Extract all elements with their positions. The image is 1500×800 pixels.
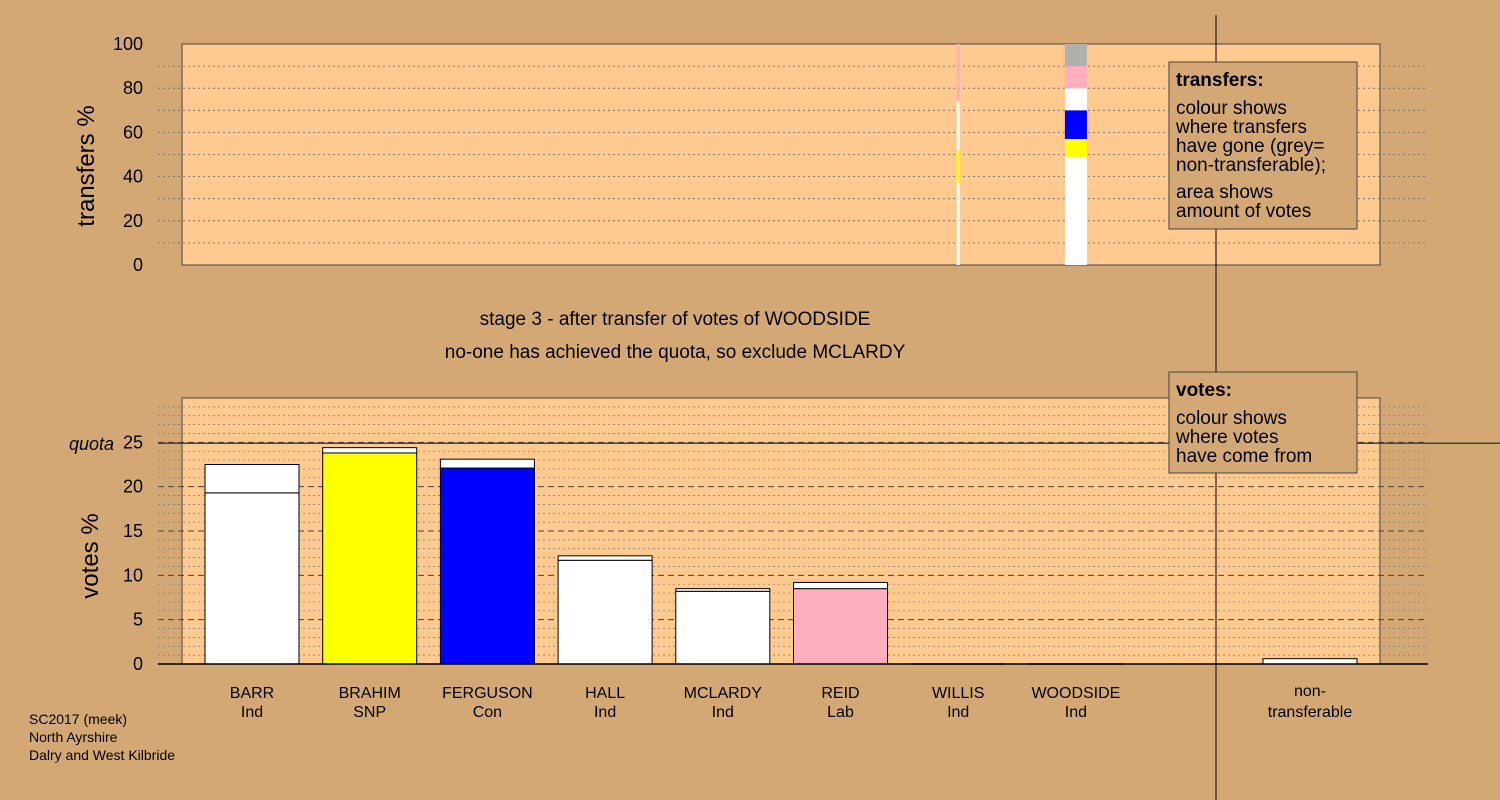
transfer-segment (1064, 44, 1087, 67)
transfers-legend-line: colour shows (1176, 98, 1287, 119)
transfer-segment (1064, 110, 1087, 140)
transfers-legend-box (1168, 61, 1358, 230)
vote-bar-transfers (557, 555, 653, 561)
candidate-party-label: Ind (241, 704, 263, 721)
candidate-party-label: Ind (947, 704, 969, 721)
transfer-segment (1064, 156, 1087, 265)
stage-title: stage 3 - after transfer of votes of WOO… (480, 309, 871, 330)
transfer-segment (956, 183, 960, 265)
candidate-name-label: REID (821, 685, 859, 702)
votes-y-tick-label: 15 (123, 521, 143, 541)
votes-y-tick-label: 10 (123, 565, 143, 585)
vote-bar-transfers (675, 588, 771, 592)
transfer-segment (1064, 66, 1087, 89)
transfers-legend-line: amount of votes (1176, 201, 1311, 222)
candidate-party-label: Con (473, 704, 502, 721)
candidate-party-label: Ind (712, 704, 734, 721)
footer-ward: Dalry and West Kilbride (29, 747, 175, 763)
votes-bars (204, 447, 1358, 665)
vote-bar-first-preference (793, 588, 888, 665)
footer-election: SC2017 (meek) (29, 711, 127, 727)
candidate-name-label: BARR (230, 685, 274, 702)
candidate-name-label: HALL (585, 685, 625, 702)
transfers-legend-line: where transfers (1175, 117, 1307, 138)
votes-y-tick-label: 25 (123, 432, 143, 452)
transfers-legend-heading: transfers: (1176, 70, 1264, 91)
votes-legend-line: have come from (1176, 446, 1312, 467)
transfers-y-tick-label: 100 (113, 34, 143, 54)
transfers-y-tick-label: 0 (133, 255, 143, 275)
vote-bar-first-preference (675, 590, 771, 665)
transfer-segment (1064, 88, 1087, 111)
votes-legend: votes: colour shows where votes have com… (1168, 371, 1358, 474)
candidate-name-label: FERGUSON (442, 685, 533, 702)
votes-y-tick-label: 20 (123, 477, 143, 497)
votes-y-ticks: 0 5 10 15 20 25 (123, 432, 143, 674)
vote-bar-transfers (793, 581, 888, 590)
candidate-name-label: MCLARDY (684, 685, 763, 702)
votes-legend-heading: votes: (1176, 380, 1232, 401)
transfers-legend-line: non-transferable); (1176, 155, 1326, 176)
votes-legend-line: where votes (1175, 427, 1278, 448)
candidate-party-label: Lab (827, 704, 854, 721)
transfers-y-tick-label: 80 (123, 78, 143, 98)
candidate-party-label: Ind (1065, 704, 1087, 721)
stage-subtitle: no-one has achieved the quota, so exclud… (445, 342, 906, 363)
transfer-segment (1064, 139, 1087, 157)
vote-bar-first-preference (439, 467, 535, 665)
footer-council: North Ayrshire (29, 729, 118, 745)
transfers-y-tick-label: 60 (123, 122, 143, 142)
votes-legend-line: colour shows (1176, 408, 1287, 429)
vote-bar-transfers (204, 464, 300, 494)
votes-legend-box (1168, 371, 1358, 474)
candidate-name-label: BRAHIM (339, 685, 401, 702)
transfers-legend: transfers: colour shows where transfers … (1168, 61, 1358, 230)
candidate-party-label: SNP (353, 704, 386, 721)
footer-info: SC2017 (meek) North Ayrshire Dalry and W… (29, 711, 175, 763)
transfers-y-tick-label: 20 (123, 211, 143, 231)
votes-y-tick-label: 5 (133, 610, 143, 630)
transfers-gridlines (158, 65, 1428, 244)
vote-bar-transfers (322, 447, 418, 454)
transfers-y-ticks: 0 20 40 60 80 100 (113, 34, 143, 275)
transfer-segment (956, 150, 960, 184)
non-transferable-label: non- (1294, 683, 1326, 700)
transfers-columns (956, 44, 1087, 265)
vote-bar-transfers (439, 458, 535, 469)
candidate-labels: BARR Ind BRAHIM SNP FERGUSON Con HALL Ind MCLARD… (230, 683, 1353, 721)
non-transferable-label: transferable (1268, 704, 1353, 721)
transfer-segment (956, 101, 960, 151)
vote-bar-first-preference (557, 559, 653, 665)
quota-label: quota (69, 434, 114, 454)
vote-bar-first-preference (322, 452, 418, 665)
transfers-legend-line: area shows (1176, 182, 1273, 203)
vote-bar-non-transferable (1262, 658, 1358, 665)
transfer-segment (956, 44, 960, 102)
transfers-y-axis-title: transfers % (73, 105, 100, 226)
votes-y-tick-label: 0 (133, 654, 143, 674)
candidate-name-label: WOODSIDE (1031, 685, 1120, 702)
candidate-name-label: WILLIS (932, 685, 984, 702)
transfers-legend-line: have gone (grey= (1176, 136, 1324, 157)
transfers-y-tick-label: 40 (123, 167, 143, 187)
candidate-party-label: Ind (594, 704, 616, 721)
vote-bar-first-preference (204, 492, 300, 665)
votes-y-axis-title: votes % (77, 513, 104, 598)
